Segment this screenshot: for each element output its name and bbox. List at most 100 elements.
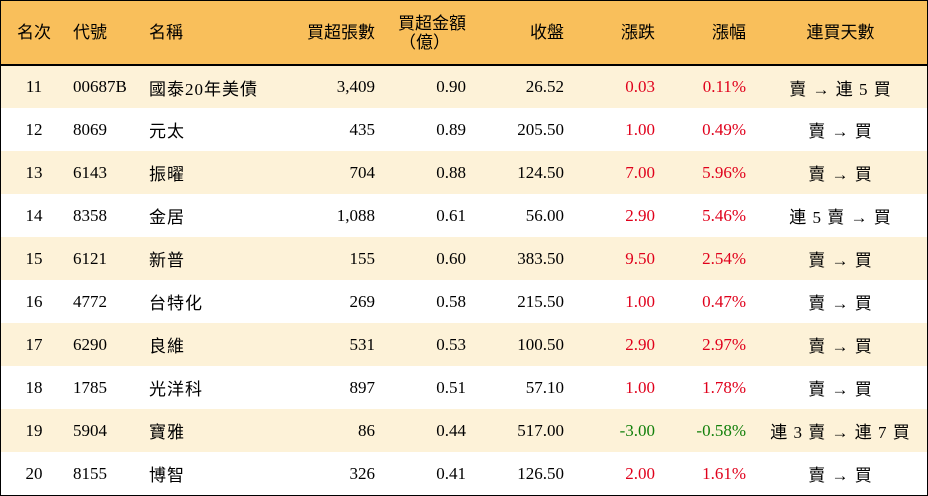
cell-close: 100.50 bbox=[517, 334, 564, 354]
cell-code: 8155 bbox=[73, 463, 107, 483]
cell-rank: 14 bbox=[25, 205, 43, 225]
cell-net-buy-lots: 435 bbox=[349, 119, 376, 139]
header-row: 名次 代號 名稱 買超張數 買超金額 （億） 收盤 漲跌 漲幅 連買天數 bbox=[1, 1, 927, 65]
cell-rank: 12 bbox=[25, 119, 43, 139]
header-net-buy-amount-line1: 買超金額 bbox=[398, 13, 466, 33]
cell-consecutive-days: 連 3 賣 → 連 7 買 bbox=[770, 423, 911, 442]
header-net-buy-lots: 買超張數 bbox=[307, 23, 375, 42]
cell-net-buy-amount: 0.51 bbox=[436, 377, 466, 397]
cell-net-buy-lots: 531 bbox=[349, 334, 376, 354]
header-change: 漲跌 bbox=[621, 23, 655, 42]
table-row: 14 8358 金居 1,088 0.61 56.00 2.90 5.46% 連 5 賣 → 買 bbox=[1, 194, 927, 237]
cell-rank: 20 bbox=[25, 463, 43, 483]
cell-net-buy-amount: 0.61 bbox=[436, 205, 466, 225]
cell-net-buy-lots: 269 bbox=[349, 291, 376, 311]
cell-name: 寶雅 bbox=[149, 423, 185, 442]
cell-net-buy-amount: 0.88 bbox=[436, 162, 466, 182]
cell-rank: 19 bbox=[25, 420, 43, 440]
cell-net-buy-amount: 0.44 bbox=[436, 420, 466, 440]
table-row: 11 00687B 國泰20年美債 3,409 0.90 26.52 0.03 0.11% 賣 … bbox=[1, 64, 927, 108]
cell-close: 205.50 bbox=[517, 119, 564, 139]
cell-change-pct: 2.97% bbox=[702, 334, 746, 354]
header-consecutive-days: 連買天數 bbox=[806, 23, 875, 42]
cell-net-buy-lots: 3,409 bbox=[289, 64, 383, 108]
cell-code: 6290 bbox=[73, 334, 107, 354]
cell-net-buy-lots: 326 bbox=[349, 463, 376, 483]
table-body: 11 00687B 國泰20年美債 3,409 0.90 26.52 0.03 0.11% 賣 … bbox=[1, 64, 927, 495]
cell-change-pct: 1.61% bbox=[702, 463, 746, 483]
cell-change-pct: -0.58% bbox=[696, 420, 746, 440]
header-change-pct: 漲幅 bbox=[712, 23, 746, 42]
cell-consecutive-days: 賣 → 連 5 買 bbox=[754, 64, 927, 108]
cell-net-buy-amount: 0.89 bbox=[436, 119, 466, 139]
cell-net-buy-lots: 897 bbox=[349, 377, 376, 397]
cell-rank: 15 bbox=[25, 248, 43, 268]
cell-change-pct: 0.47% bbox=[702, 291, 746, 311]
cell-change-pct: 1.78% bbox=[702, 377, 746, 397]
cell-close: 383.50 bbox=[517, 248, 564, 268]
cell-name: 金居 bbox=[149, 208, 185, 227]
cell-consecutive-days: 賣 → 買 bbox=[808, 122, 873, 141]
cell-change-pct: 2.54% bbox=[702, 248, 746, 268]
table-row: 16 4772 台特化 269 0.58 215.50 1.00 0.47% 賣 → 買 bbox=[1, 280, 927, 323]
cell-change: -3.00 bbox=[619, 420, 655, 440]
cell-name: 元太 bbox=[149, 122, 185, 141]
cell-net-buy-amount: 0.60 bbox=[436, 248, 466, 268]
cell-net-buy-lots: 155 bbox=[349, 248, 376, 268]
cell-change-pct: 0.11% bbox=[663, 64, 754, 108]
cell-net-buy-amount: 0.41 bbox=[436, 463, 466, 483]
cell-change-pct: 5.46% bbox=[702, 205, 746, 225]
cell-name: 台特化 bbox=[149, 294, 203, 313]
cell-change: 2.90 bbox=[625, 334, 655, 354]
cell-name: 良維 bbox=[149, 337, 185, 356]
cell-change: 0.03 bbox=[572, 64, 663, 108]
cell-net-buy-amount: 0.90 bbox=[383, 64, 474, 108]
table-row: 15 6121 新普 155 0.60 383.50 9.50 2.54% 賣 → 買 bbox=[1, 237, 927, 280]
cell-change: 1.00 bbox=[625, 119, 655, 139]
cell-name: 國泰20年美債 bbox=[147, 64, 289, 108]
cell-close: 126.50 bbox=[517, 463, 564, 483]
header-name: 名稱 bbox=[149, 23, 183, 42]
table-row: 13 6143 振曜 704 0.88 124.50 7.00 5.96% 賣 → 買 bbox=[1, 151, 927, 194]
cell-code: 1785 bbox=[73, 377, 107, 397]
cell-net-buy-amount: 0.53 bbox=[436, 334, 466, 354]
cell-change: 1.00 bbox=[625, 377, 655, 397]
cell-consecutive-days: 賣 → 買 bbox=[808, 337, 873, 356]
cell-change: 1.00 bbox=[625, 291, 655, 311]
cell-change: 9.50 bbox=[625, 248, 655, 268]
cell-close: 56.00 bbox=[525, 205, 564, 225]
cell-change: 2.00 bbox=[625, 463, 655, 483]
header-rank: 名次 bbox=[17, 23, 51, 42]
cell-rank: 18 bbox=[25, 377, 43, 397]
table-row: 18 1785 光洋科 897 0.51 57.10 1.00 1.78% 賣 → 買 bbox=[1, 366, 927, 409]
cell-net-buy-lots: 1,088 bbox=[336, 205, 375, 225]
cell-consecutive-days: 賣 → 買 bbox=[808, 466, 873, 485]
cell-code: 5904 bbox=[73, 420, 107, 440]
cell-change: 7.00 bbox=[625, 162, 655, 182]
cell-change: 2.90 bbox=[625, 205, 655, 225]
cell-net-buy-amount: 0.58 bbox=[436, 291, 466, 311]
header-close: 收盤 bbox=[530, 23, 564, 42]
cell-code: 8358 bbox=[73, 205, 107, 225]
cell-rank: 13 bbox=[25, 162, 43, 182]
cell-code: 8069 bbox=[73, 119, 107, 139]
cell-net-buy-lots: 704 bbox=[349, 162, 376, 182]
cell-close: 57.10 bbox=[525, 377, 564, 397]
cell-close: 517.00 bbox=[517, 420, 564, 440]
cell-rank: 16 bbox=[25, 291, 43, 311]
table-row: 17 6290 良維 531 0.53 100.50 2.90 2.97% 賣 → 買 bbox=[1, 323, 927, 366]
cell-net-buy-lots: 86 bbox=[358, 420, 375, 440]
header-code: 代號 bbox=[73, 23, 107, 42]
cell-name: 博智 bbox=[149, 466, 185, 485]
cell-code: 4772 bbox=[73, 291, 107, 311]
table-header: 名次 代號 名稱 買超張數 買超金額 （億） 收盤 漲跌 漲幅 連買天數 bbox=[1, 1, 927, 65]
cell-change-pct: 0.49% bbox=[702, 119, 746, 139]
cell-consecutive-days: 賣 → 買 bbox=[808, 380, 873, 399]
header-net-buy-amount-line2: （億） bbox=[399, 32, 450, 52]
cell-close: 215.50 bbox=[517, 291, 564, 311]
cell-consecutive-days: 賣 → 買 bbox=[808, 165, 873, 184]
cell-close: 124.50 bbox=[517, 162, 564, 182]
cell-rank: 11 bbox=[1, 64, 67, 108]
